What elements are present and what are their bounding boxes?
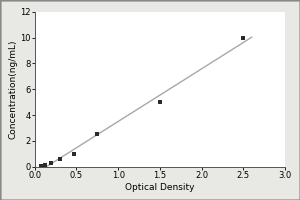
Point [158,101,162,104]
X-axis label: Optical Density: Optical Density [125,183,195,192]
Point [95,133,100,136]
Point [57,157,62,161]
Point [72,152,76,155]
Point [42,164,47,167]
Point [241,36,246,39]
Y-axis label: Concentration(ng/mL): Concentration(ng/mL) [8,40,17,139]
Point [38,164,43,168]
Point [49,161,54,164]
